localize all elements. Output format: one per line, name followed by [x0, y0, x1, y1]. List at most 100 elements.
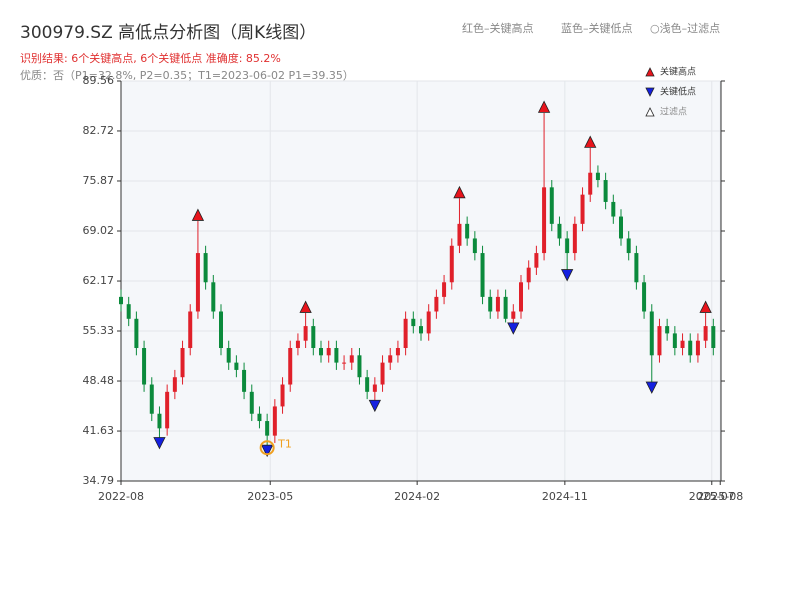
candle-body [557, 223, 562, 239]
subtitle: 识别结果: 6个关键高点, 6个关键低点 准确度: 85.2% [20, 51, 281, 65]
header-note: ○浅色–过滤点 [650, 21, 720, 35]
note: 优质：否（P1=32.8%, P2=0.35；T1=2023-06-02 P1=… [20, 69, 354, 82]
y-tick-label: 89.56 [83, 74, 115, 87]
candle-body [211, 282, 216, 312]
y-tick-label: 48.48 [83, 374, 115, 387]
chart-title: 300979.SZ 高低点分析图（周K线图） [20, 23, 316, 43]
x-tick-label: 2023-05 [247, 490, 293, 503]
candle-body [234, 362, 239, 370]
candle-body [403, 318, 408, 349]
candle-body [457, 223, 462, 246]
candle-body [519, 282, 523, 312]
legend-label: 关键高点 [660, 66, 696, 78]
x-tick-label: 2024-02 [394, 490, 440, 503]
candle-body [511, 311, 516, 319]
candle-body [472, 238, 477, 254]
candle-body [372, 384, 377, 392]
candle-body [180, 348, 185, 378]
candle-body [449, 245, 454, 283]
candle-body [165, 391, 170, 429]
key-point [537, 100, 551, 113]
candle-body [219, 311, 223, 349]
candle-body [542, 187, 547, 254]
candle-body [157, 413, 162, 429]
y-tick-label: 75.87 [83, 174, 115, 187]
candle-body [311, 326, 316, 349]
candle-body [242, 369, 247, 392]
candle-body [634, 253, 639, 283]
x-tick-label: 2025-07 [689, 490, 735, 503]
x-tick-label: 2022-08 [98, 490, 144, 503]
legend-symbol [645, 87, 655, 97]
annotation-label: T1 [277, 438, 292, 451]
candle-body [549, 187, 554, 224]
candle-body [626, 238, 631, 254]
key-point [368, 399, 381, 413]
candle-body [388, 355, 393, 363]
candle-body [495, 296, 500, 312]
candle-body [380, 362, 385, 385]
candle-body [319, 348, 323, 356]
y-tick-label: 55.33 [83, 324, 115, 337]
candle-body [303, 326, 308, 341]
candle-body [649, 311, 654, 356]
candle-body [695, 340, 700, 356]
key-point [507, 322, 520, 335]
candle-body [357, 355, 362, 378]
candle-body [203, 253, 208, 283]
legend-label: 过滤点 [660, 106, 687, 118]
candle-body [426, 311, 431, 334]
candle-body [534, 253, 539, 268]
key-point [584, 135, 597, 148]
key-point [561, 269, 574, 282]
candle-body [395, 348, 400, 356]
candle-body [411, 318, 416, 327]
candle-body [580, 194, 585, 224]
candle-body [226, 348, 231, 363]
key-point [261, 444, 274, 458]
candle-body [711, 326, 716, 349]
candle-body [619, 216, 623, 239]
candle-body [595, 172, 600, 181]
candle-body [419, 326, 423, 334]
candle-body [603, 180, 608, 202]
candle-body [334, 348, 339, 363]
candle-body [295, 340, 300, 349]
candle-body [195, 253, 200, 312]
candle-body [642, 282, 647, 312]
x-tick-label: 2024-11 [542, 490, 588, 503]
legend-label: 关键低点 [660, 86, 696, 98]
candle-body [703, 326, 708, 341]
key-point [153, 437, 166, 450]
legend-symbol [645, 107, 655, 117]
candle-body [342, 362, 347, 364]
candle-body [288, 348, 293, 385]
candle-body [149, 384, 154, 414]
candle-body [365, 377, 370, 392]
candle-body [565, 238, 570, 254]
key-point [645, 381, 658, 394]
y-tick-label: 69.02 [83, 224, 115, 237]
y-tick-label: 82.72 [83, 124, 115, 137]
key-point [191, 208, 205, 221]
candle-body [257, 413, 262, 422]
candle-body [434, 296, 439, 312]
candle-body [349, 355, 354, 363]
candle-body [480, 253, 485, 297]
candle-body [488, 296, 493, 312]
candle-body [172, 377, 177, 392]
candle-body [326, 348, 331, 356]
annotation-circle [259, 440, 275, 456]
candle-body [465, 223, 470, 239]
candle-body [126, 304, 131, 319]
candle-body [119, 296, 123, 305]
candle-body [672, 333, 677, 349]
candle-body [680, 340, 685, 349]
candle-body [442, 282, 447, 297]
y-tick-label: 62.17 [83, 274, 115, 287]
candle-body [280, 384, 285, 407]
candle-body [657, 326, 662, 356]
candle-body [611, 201, 616, 217]
candle-body [188, 311, 193, 349]
